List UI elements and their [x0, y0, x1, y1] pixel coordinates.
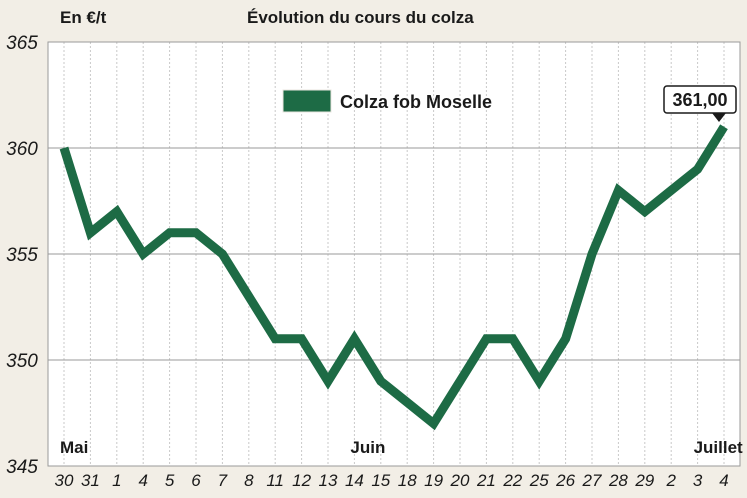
x-tick-label: 11: [266, 471, 284, 490]
x-tick-label: 8: [244, 471, 254, 490]
data-point: [116, 211, 118, 213]
data-point: [459, 380, 461, 382]
data-point: [63, 147, 65, 149]
x-tick-label: 4: [719, 471, 728, 490]
data-point: [248, 295, 250, 297]
x-tick-label: 15: [371, 471, 390, 490]
y-tick-label: 345: [6, 457, 38, 478]
data-point: [723, 126, 725, 128]
x-tick-label: 18: [398, 471, 417, 490]
data-point: [169, 232, 171, 234]
data-point: [565, 338, 567, 340]
data-point: [591, 253, 593, 255]
x-tick-label: 22: [502, 471, 522, 490]
month-label: Juillet: [694, 438, 743, 457]
data-point: [644, 211, 646, 213]
x-tick-labels: 30 31 1 4 5 6 7 8 11 12 13 14 15 18 19 20 21 22 25 26 27 28 29…: [55, 471, 729, 490]
data-point: [617, 189, 619, 191]
data-point: [221, 253, 223, 255]
data-point: [274, 338, 276, 340]
y-tick-label: 355: [6, 245, 38, 266]
x-tick-label: 31: [81, 471, 100, 490]
data-point: [89, 232, 91, 234]
x-tick-label: 19: [424, 471, 443, 490]
data-point: [380, 380, 382, 382]
data-point: [485, 338, 487, 340]
callout-box: [663, 85, 737, 114]
data-point: [195, 232, 197, 234]
x-tick-label: 1: [112, 471, 121, 490]
y-tick-label: 360: [6, 139, 38, 160]
month-labels: Mai Juin Juillet: [60, 438, 743, 457]
legend: Colza fob Moselle: [282, 89, 492, 113]
series-line-colza-fob-moselle: [59, 124, 728, 431]
x-tick-label: 21: [476, 471, 496, 490]
x-tick-label: 12: [292, 471, 311, 490]
x-tick-label: 27: [582, 471, 602, 490]
callout-pointer: [712, 113, 726, 122]
y-axis-label: En €/t: [60, 8, 107, 27]
legend-swatch: [282, 89, 332, 113]
x-tick-label: 4: [138, 471, 147, 490]
x-tick-label: 25: [529, 471, 549, 490]
y-tick-label: 365: [6, 33, 38, 54]
data-point: [327, 380, 329, 382]
chart-title: Évolution du cours du colza: [247, 8, 474, 27]
data-point: [512, 338, 514, 340]
data-point: [697, 168, 699, 170]
y-tick-label: 350: [6, 351, 38, 372]
x-tick-label: 3: [693, 471, 703, 490]
data-point: [301, 338, 303, 340]
data-point: [433, 423, 435, 425]
horizontal-gridlines: [48, 147, 740, 361]
x-tick-label: 20: [450, 471, 470, 490]
data-points: [63, 126, 725, 425]
x-tick-label: 28: [608, 471, 628, 490]
data-point: [538, 380, 540, 382]
y-tick-labels: 345 350 355 360 365: [6, 33, 38, 478]
month-label: Mai: [60, 438, 88, 457]
x-tick-label: 2: [665, 471, 676, 490]
data-point: [406, 401, 408, 403]
legend-label: Colza fob Moselle: [340, 92, 492, 112]
x-tick-label: 13: [319, 471, 338, 490]
x-tick-label: 5: [165, 471, 175, 490]
value-callout: 361,00: [663, 85, 737, 122]
data-point: [353, 338, 355, 340]
x-tick-label: 7: [218, 471, 228, 490]
x-tick-label: 30: [55, 471, 74, 490]
data-point: [670, 189, 672, 191]
month-label: Juin: [350, 438, 385, 457]
x-tick-label: 26: [555, 471, 575, 490]
x-tick-label: 6: [191, 471, 201, 490]
plot-border: [47, 41, 741, 467]
x-tick-label: 14: [345, 471, 364, 490]
callout-value: 361,00: [672, 90, 727, 110]
data-point: [142, 253, 144, 255]
x-tick-label: 29: [634, 471, 654, 490]
